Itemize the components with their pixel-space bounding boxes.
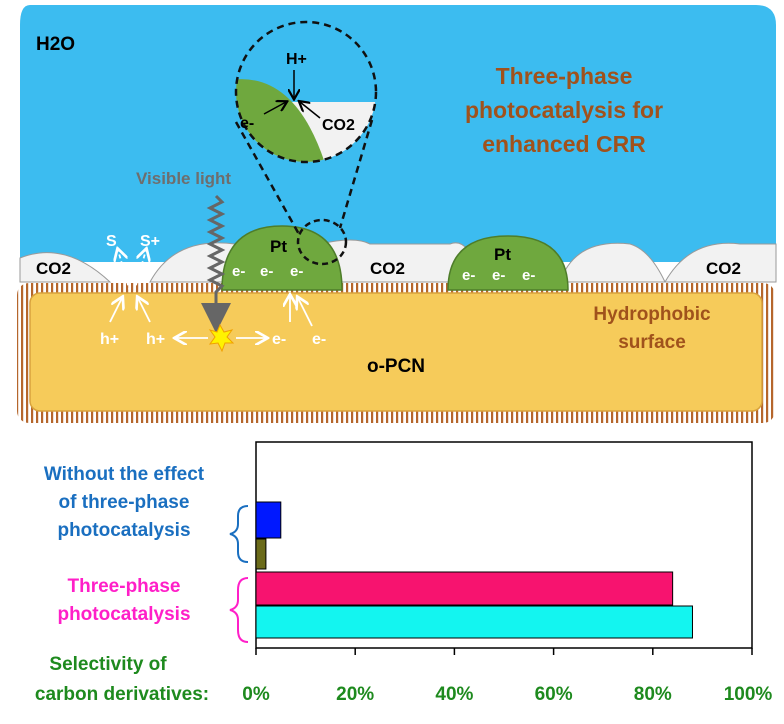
xlabel-line-2: carbon derivatives:	[35, 684, 209, 705]
group1-label-line-3: photocatalysis	[57, 520, 190, 541]
title-line-2: photocatalysis for	[465, 97, 663, 123]
group2-brace	[229, 577, 249, 643]
e-zoom: e-	[240, 115, 254, 132]
zoom-target	[296, 218, 348, 266]
hole-1: h+	[100, 331, 119, 348]
x-tick-label: 100%	[724, 684, 773, 705]
s-plus-label: S+	[140, 233, 160, 250]
group1-label-line-2: of three-phase	[59, 492, 190, 513]
group2-label-line-1: Three-phase	[68, 576, 181, 597]
pt-label-1: Pt	[270, 237, 287, 256]
zoom-circle	[234, 20, 378, 164]
bar-group2-1	[255, 571, 674, 606]
gas-pocket-mid	[559, 242, 666, 283]
pt1-e-2: e-	[260, 263, 273, 280]
electron-bottom-1: e-	[272, 331, 286, 348]
gas-pocket-right	[664, 242, 777, 283]
title-line-3: enhanced CRR	[482, 131, 646, 157]
substrate-label: o-PCN	[367, 356, 425, 377]
co2-middle: CO2	[370, 259, 405, 278]
water-region	[20, 5, 776, 262]
pt-particle-1	[221, 225, 343, 291]
pt1-e-3: e-	[290, 263, 303, 280]
xlabel-line-1: Selectivity of	[49, 654, 167, 675]
pt-label-2: Pt	[494, 245, 511, 264]
group1-brace	[229, 505, 249, 563]
x-tick-label: 20%	[336, 684, 374, 705]
h-plus-zoom: H+	[286, 51, 307, 68]
pt2-e-2: e-	[492, 267, 505, 284]
pt-particle-2	[447, 235, 569, 291]
visible-light-label: Visible light	[136, 169, 231, 188]
co2-right: CO2	[706, 259, 741, 278]
title-line-1: Three-phase	[496, 63, 633, 89]
co2-zoom: CO2	[322, 117, 355, 134]
x-tick-label: 0%	[242, 684, 270, 705]
h2o-label: H2O	[36, 34, 75, 55]
bar-group1-2	[255, 538, 267, 570]
s-label: S	[106, 233, 117, 250]
hole-2: h+	[146, 331, 165, 348]
x-tick-label: 60%	[535, 684, 573, 705]
x-tick-label: 80%	[634, 684, 672, 705]
bar-group1-1	[255, 501, 282, 539]
pt2-e-3: e-	[522, 267, 535, 284]
hydrophobic-line-2: surface	[618, 332, 686, 353]
group1-label-line-1: Without the effect	[44, 464, 205, 485]
x-tick-label: 40%	[435, 684, 473, 705]
electron-bottom-2: e-	[312, 331, 326, 348]
hydrophobic-line-1: Hydrophobic	[593, 304, 711, 325]
pt2-e-1: e-	[462, 267, 475, 284]
selectivity-chart: 0% 20% 40% 60% 80% 100% Without the effect of…	[35, 441, 773, 705]
co2-left: CO2	[36, 259, 71, 278]
light-arrow	[201, 194, 231, 333]
bar-group2-2	[255, 605, 693, 639]
light-star	[208, 323, 235, 353]
group2-label-line-2: photocatalysis	[57, 604, 190, 625]
pt1-e-1: e-	[232, 263, 245, 280]
gas-pocket-left	[19, 252, 112, 283]
